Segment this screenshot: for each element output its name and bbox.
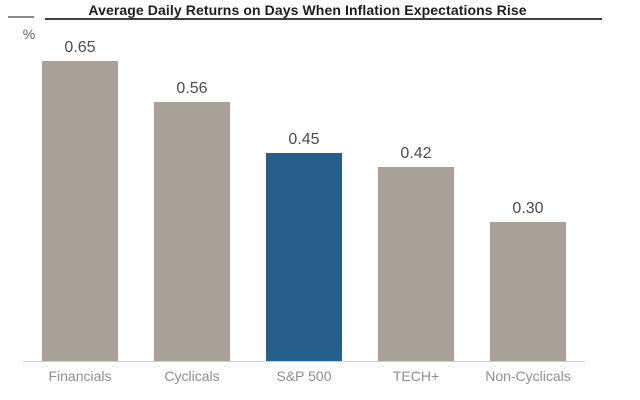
bar-value-financials: 0.65 xyxy=(64,39,96,56)
bar-cyclicals xyxy=(154,102,230,361)
category-label-cyclicals: Cyclicals xyxy=(164,368,220,384)
header-left-tick-line xyxy=(8,16,34,18)
bar-tech- xyxy=(378,167,454,361)
x-axis-baseline xyxy=(23,361,585,362)
bar-value-s-p-500: 0.45 xyxy=(288,131,320,148)
category-label-s-p-500: S&P 500 xyxy=(276,368,332,384)
bar-value-non-cyclicals: 0.30 xyxy=(512,200,544,217)
title-underline xyxy=(45,18,602,20)
bar-value-tech-: 0.42 xyxy=(400,145,432,162)
bar-s-p-500 xyxy=(266,153,342,361)
category-label-non-cyclicals: Non-Cyclicals xyxy=(485,368,571,384)
bar-financials xyxy=(42,61,118,361)
category-label-tech-: TECH+ xyxy=(392,368,440,384)
chart-title: Average Daily Returns on Days When Infla… xyxy=(88,2,527,18)
bar-non-cyclicals xyxy=(490,222,566,361)
bar-value-cyclicals: 0.56 xyxy=(176,80,208,97)
y-axis-unit-label: % xyxy=(22,26,36,42)
category-label-financials: Financials xyxy=(48,368,112,384)
